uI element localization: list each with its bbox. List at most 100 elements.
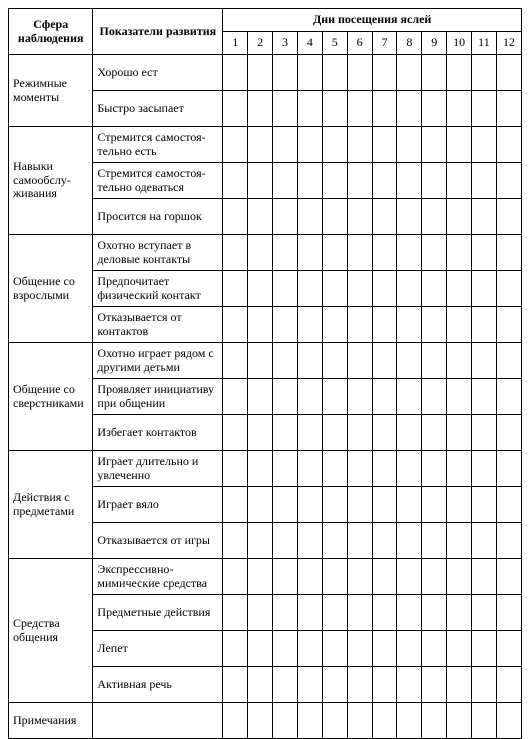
day-cell bbox=[397, 559, 422, 595]
day-cell bbox=[422, 667, 447, 703]
day-cell bbox=[248, 451, 273, 487]
day-cell bbox=[248, 307, 273, 343]
day-cell bbox=[273, 631, 298, 667]
indicator-cell: Избегает контактов bbox=[93, 415, 223, 451]
day-cell bbox=[273, 487, 298, 523]
day-cell bbox=[273, 523, 298, 559]
day-cell bbox=[248, 415, 273, 451]
day-cell bbox=[496, 163, 521, 199]
day-cell bbox=[223, 667, 248, 703]
day-cell bbox=[273, 451, 298, 487]
day-cell bbox=[472, 487, 497, 523]
day-cell bbox=[273, 415, 298, 451]
day-cell bbox=[472, 703, 497, 739]
day-cell bbox=[496, 631, 521, 667]
day-cell bbox=[447, 379, 472, 415]
day-cell bbox=[347, 631, 372, 667]
day-cell bbox=[397, 343, 422, 379]
day-cell bbox=[496, 703, 521, 739]
day-cell bbox=[347, 487, 372, 523]
table-row: Общение со сверстни­камиОхотно играет ря… bbox=[9, 343, 522, 379]
day-cell bbox=[347, 667, 372, 703]
day-cell bbox=[223, 343, 248, 379]
day-cell bbox=[496, 343, 521, 379]
day-cell bbox=[447, 451, 472, 487]
day-cell bbox=[322, 55, 347, 91]
day-cell bbox=[248, 235, 273, 271]
indicator-cell: Предметные действия bbox=[93, 595, 223, 631]
day-cell bbox=[472, 271, 497, 307]
day-cell bbox=[422, 487, 447, 523]
day-cell bbox=[223, 199, 248, 235]
notes-label-cell: Примечания bbox=[9, 703, 93, 739]
day-cell bbox=[422, 55, 447, 91]
day-cell bbox=[447, 271, 472, 307]
day-cell bbox=[297, 667, 322, 703]
day-cell bbox=[223, 703, 248, 739]
day-cell bbox=[447, 487, 472, 523]
observation-table-page: Сфера наблюдения Показатели развития Дни… bbox=[0, 0, 530, 700]
day-cell bbox=[472, 631, 497, 667]
day-cell bbox=[422, 271, 447, 307]
indicator-cell: Охотно играет рядом с другими детьми bbox=[93, 343, 223, 379]
day-cell bbox=[322, 703, 347, 739]
table-row: Режимные моментыХорошо ест bbox=[9, 55, 522, 91]
day-cell bbox=[347, 559, 372, 595]
table-body: Режимные моментыХорошо естБыстро засыпае… bbox=[9, 55, 522, 739]
day-cell bbox=[297, 307, 322, 343]
day-cell bbox=[248, 163, 273, 199]
day-cell bbox=[322, 559, 347, 595]
day-cell bbox=[297, 271, 322, 307]
day-cell bbox=[397, 379, 422, 415]
day-cell bbox=[372, 199, 397, 235]
day-cell bbox=[223, 487, 248, 523]
day-cell bbox=[322, 91, 347, 127]
day-cell bbox=[223, 559, 248, 595]
day-cell bbox=[447, 91, 472, 127]
day-header: 7 bbox=[372, 32, 397, 55]
day-cell bbox=[372, 307, 397, 343]
day-cell bbox=[347, 127, 372, 163]
day-cell bbox=[223, 55, 248, 91]
day-cell bbox=[372, 163, 397, 199]
day-cell bbox=[422, 451, 447, 487]
day-cell bbox=[273, 343, 298, 379]
table-row: Средства общенияЭкспрессивно-мимические … bbox=[9, 559, 522, 595]
day-cell bbox=[322, 343, 347, 379]
day-cell bbox=[322, 523, 347, 559]
day-cell bbox=[322, 451, 347, 487]
indicator-cell: Отказывается от контактов bbox=[93, 307, 223, 343]
day-cell bbox=[248, 199, 273, 235]
day-cell bbox=[223, 307, 248, 343]
day-cell bbox=[248, 271, 273, 307]
day-cell bbox=[297, 235, 322, 271]
day-cell bbox=[248, 55, 273, 91]
day-cell bbox=[447, 127, 472, 163]
day-cell bbox=[422, 595, 447, 631]
day-cell bbox=[472, 667, 497, 703]
day-cell bbox=[297, 379, 322, 415]
day-cell bbox=[297, 559, 322, 595]
indicator-cell: Быстро засыпает bbox=[93, 91, 223, 127]
day-cell bbox=[372, 379, 397, 415]
day-cell bbox=[422, 127, 447, 163]
day-cell bbox=[223, 163, 248, 199]
day-cell bbox=[297, 415, 322, 451]
day-cell bbox=[248, 631, 273, 667]
day-cell bbox=[372, 559, 397, 595]
day-cell bbox=[447, 559, 472, 595]
table-header: Сфера наблюдения Показатели развития Дни… bbox=[9, 9, 522, 55]
day-cell bbox=[273, 595, 298, 631]
day-cell bbox=[372, 271, 397, 307]
day-cell bbox=[422, 343, 447, 379]
day-cell bbox=[397, 235, 422, 271]
day-cell bbox=[223, 415, 248, 451]
day-cell bbox=[297, 163, 322, 199]
day-cell bbox=[223, 91, 248, 127]
notes-row: Примечания bbox=[9, 703, 522, 739]
day-cell bbox=[347, 343, 372, 379]
day-cell bbox=[397, 523, 422, 559]
day-cell bbox=[372, 631, 397, 667]
day-cell bbox=[422, 199, 447, 235]
day-cell bbox=[496, 595, 521, 631]
